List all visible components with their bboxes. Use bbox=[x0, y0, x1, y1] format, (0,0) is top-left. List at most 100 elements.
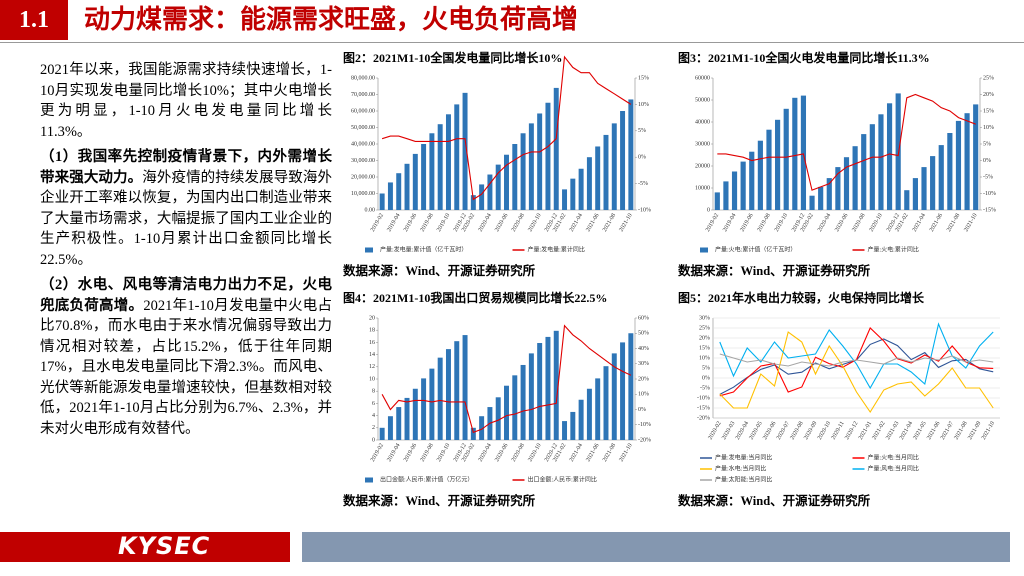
x-tick-label: 2021-10 bbox=[619, 443, 634, 463]
bar bbox=[586, 388, 592, 440]
bar bbox=[783, 108, 789, 210]
bar bbox=[611, 353, 617, 440]
bar bbox=[603, 134, 609, 210]
series-line bbox=[717, 93, 976, 191]
bar bbox=[396, 407, 402, 440]
bar bbox=[495, 397, 501, 440]
bar bbox=[714, 192, 720, 210]
legend-swatch bbox=[365, 477, 373, 483]
y2-tick-label: -20% bbox=[638, 437, 651, 443]
bar bbox=[553, 87, 559, 210]
x-tick-label: 2019-08 bbox=[757, 213, 772, 233]
x-tick-label: 2019-10 bbox=[436, 213, 451, 233]
y2-tick-label: -10% bbox=[638, 207, 651, 213]
y2-tick-label: 10% bbox=[638, 102, 649, 108]
bar bbox=[603, 366, 609, 440]
bar bbox=[537, 343, 543, 440]
bar bbox=[835, 167, 841, 210]
x-tick-label: 2020-06 bbox=[494, 213, 509, 233]
y2-tick-label: 5% bbox=[983, 141, 991, 147]
x-tick-label: 2020-06 bbox=[494, 443, 509, 463]
y2-tick-label: -5% bbox=[638, 181, 648, 187]
bar bbox=[387, 182, 393, 210]
bar bbox=[479, 416, 485, 440]
x-tick-label: 2019-10 bbox=[436, 443, 451, 463]
chart-source: 数据来源：Wind、开源证券研究所 bbox=[677, 493, 871, 508]
bar bbox=[437, 357, 443, 440]
y-tick-label: 40,000.00 bbox=[351, 141, 375, 147]
y2-tick-label: 30% bbox=[638, 361, 649, 367]
page-title: 动力煤需求：能源需求旺盛，火电负荷高增 bbox=[84, 5, 579, 35]
series-line bbox=[719, 331, 994, 414]
y-tick-label: 0.00 bbox=[365, 207, 376, 213]
bar bbox=[462, 335, 468, 440]
y2-tick-label: 20% bbox=[638, 376, 649, 382]
bar bbox=[912, 178, 918, 210]
y-tick-label: 20% bbox=[699, 335, 710, 341]
body-text: 2021年以来，我国能源需求持续快速增长，1-10月实现发电量同比增长10%；其… bbox=[40, 60, 332, 444]
y-tick-label: 6 bbox=[372, 401, 375, 407]
y-tick-label: 40000 bbox=[695, 119, 710, 125]
series-line bbox=[719, 322, 994, 390]
x-tick-label: 2019-10 bbox=[774, 213, 789, 233]
y-tick-label: 4 bbox=[372, 413, 375, 419]
bar bbox=[595, 146, 601, 210]
x-tick-label: 2021-10 bbox=[619, 213, 634, 233]
y-tick-label: -20% bbox=[697, 415, 710, 421]
series-line bbox=[381, 324, 632, 434]
bar bbox=[445, 349, 451, 440]
bar bbox=[404, 397, 410, 440]
bar bbox=[429, 133, 435, 210]
bar bbox=[843, 157, 850, 210]
paragraph-text: 2021年1-10月发电量中火电占比70.8%，而水电由于来水情况偏弱导致出力情… bbox=[40, 297, 333, 437]
bar bbox=[947, 133, 953, 210]
bar bbox=[861, 134, 867, 210]
y2-tick-label: 15% bbox=[638, 75, 649, 81]
bar bbox=[421, 378, 427, 440]
bar bbox=[512, 375, 518, 440]
x-tick-label: 2020-04 bbox=[817, 213, 832, 233]
legend-label: 产量:火电:累计同比 bbox=[868, 245, 919, 253]
y2-tick-label: 15% bbox=[983, 108, 994, 114]
bar bbox=[895, 93, 901, 210]
bar bbox=[852, 146, 858, 210]
chart-title: 图3：2021M1-10全国火电发电量同比增长11.3% bbox=[678, 50, 930, 65]
y-tick-label: 15% bbox=[699, 345, 710, 351]
bar bbox=[620, 111, 626, 210]
legend-label: 产量:发电量:当月同比 bbox=[715, 453, 772, 461]
y2-tick-label: 20% bbox=[983, 92, 994, 98]
x-tick-label: 2020-10 bbox=[869, 213, 884, 233]
x-tick-label: 2020-08 bbox=[511, 443, 526, 463]
bar bbox=[578, 168, 584, 210]
paragraph-lead: （2）水电、风电等清洁电力出力不足，火电兜底负荷高增。 bbox=[40, 277, 332, 314]
bar bbox=[520, 133, 526, 210]
legend-label: 出口金额:人民币:累计值（万亿元） bbox=[380, 475, 473, 483]
y-tick-label: 2 bbox=[372, 425, 375, 431]
y2-tick-label: 40% bbox=[638, 346, 649, 352]
y-tick-label: 10,000.00 bbox=[351, 191, 375, 197]
bar bbox=[495, 164, 501, 210]
bar bbox=[973, 104, 979, 210]
bar bbox=[479, 184, 485, 210]
y-tick-label: 50,000.00 bbox=[351, 125, 375, 131]
bar bbox=[504, 385, 509, 440]
y2-tick-label: 25% bbox=[983, 75, 994, 81]
bar bbox=[537, 113, 543, 210]
bar bbox=[775, 119, 781, 210]
x-tick-label: 2021-04 bbox=[912, 213, 927, 233]
paragraph-text: 2021年以来，我国能源需求持续快速增长，1-10月实现发电量同比增长10%；其… bbox=[40, 62, 332, 140]
paragraph-text: 海外疫情的持续发展导致海外企业开工率难以恢复，为国内出口制造业带来了大量市场需求… bbox=[40, 169, 333, 268]
bar bbox=[628, 99, 634, 210]
bar bbox=[445, 114, 451, 210]
bar bbox=[412, 153, 418, 210]
legend-label: 产量:水电:当月同比 bbox=[715, 464, 766, 472]
bar bbox=[553, 330, 559, 440]
legend-label: 产量:发电量:累计值（亿千瓦时） bbox=[380, 245, 467, 253]
bar bbox=[586, 157, 592, 210]
bar bbox=[595, 378, 601, 440]
legend-label: 产量:火电:累计值（亿千瓦时） bbox=[715, 245, 796, 253]
bar bbox=[886, 103, 893, 210]
bar bbox=[620, 342, 626, 440]
y-tick-label: 0 bbox=[707, 207, 710, 213]
